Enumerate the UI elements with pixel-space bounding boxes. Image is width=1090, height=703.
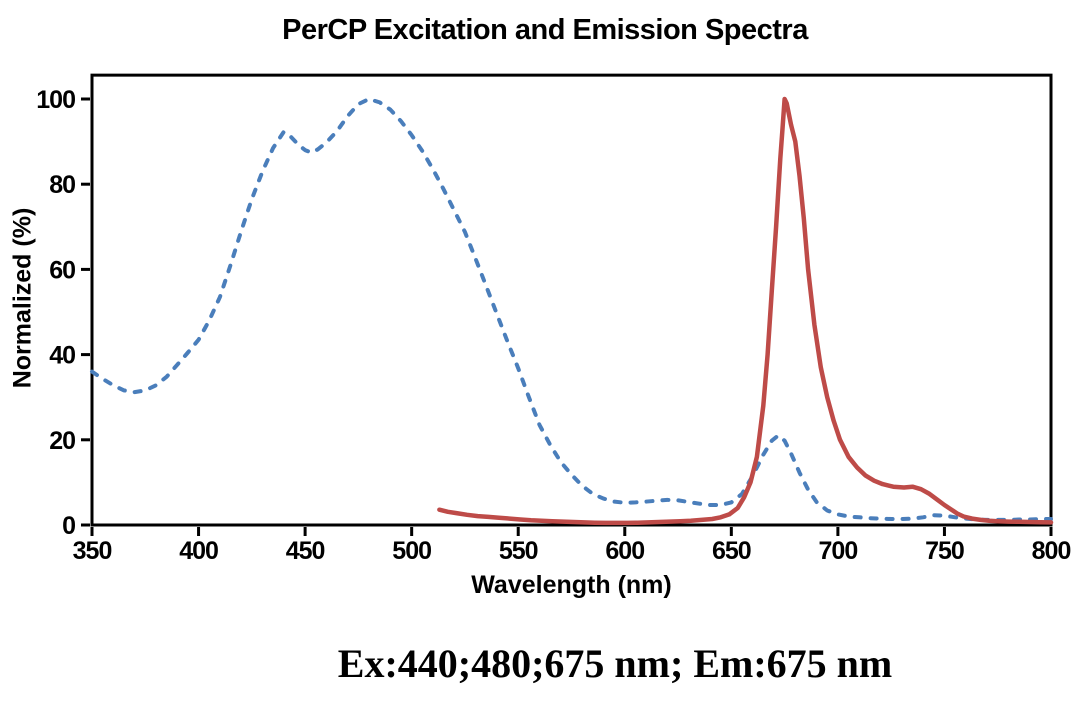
- plot-border: [90, 73, 1053, 527]
- x-tick-label: 750: [925, 537, 964, 565]
- x-tick-label: 550: [499, 537, 538, 565]
- x-tick-label: 650: [712, 537, 751, 565]
- y-tick-label: 60: [49, 256, 75, 284]
- x-tick-label: 450: [286, 537, 325, 565]
- x-tick-label: 600: [605, 537, 644, 565]
- x-tick-label: 800: [1032, 537, 1071, 565]
- emission-curve: [437, 96, 1054, 526]
- x-axis-title: Wavelength (nm): [471, 571, 672, 599]
- x-tick-label: 700: [819, 537, 858, 565]
- spectra-annotation: Ex:440;480;675 nm; Em:675 nm: [337, 641, 893, 686]
- y-tick-label: 40: [49, 342, 75, 370]
- y-tick-label: 100: [36, 86, 75, 114]
- y-axis-title: Normalized (%): [8, 207, 37, 389]
- x-tick-label: 350: [73, 537, 112, 565]
- y-tick-label: 80: [49, 171, 75, 199]
- x-tick-label: 400: [179, 537, 218, 565]
- spectra-chart: 350 400 450 500 550 600 650 700 750 800 0 20 40 60 80 1…: [36, 73, 1071, 565]
- y-tick-label: 20: [49, 427, 75, 455]
- excitation-curve: [90, 97, 1053, 522]
- y-tick-label: 0: [62, 512, 75, 540]
- chart-title: PerCP Excitation and Emission Spectra: [282, 14, 808, 46]
- x-tick-label: 500: [392, 537, 431, 565]
